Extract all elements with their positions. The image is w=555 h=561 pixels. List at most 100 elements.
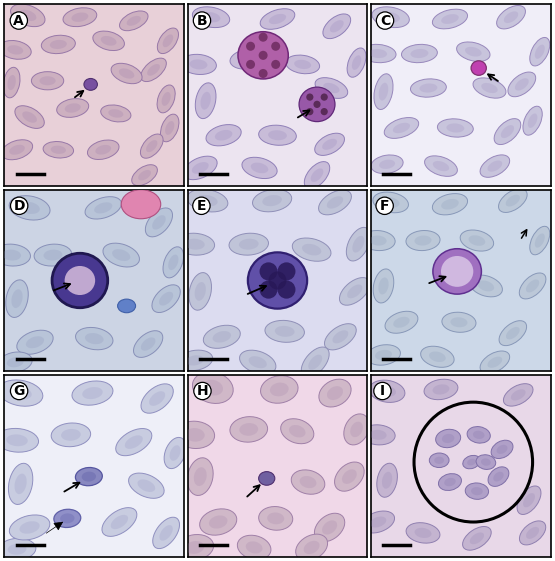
Ellipse shape [19, 202, 40, 214]
Ellipse shape [64, 266, 95, 295]
Ellipse shape [8, 463, 33, 504]
Ellipse shape [163, 247, 184, 278]
Ellipse shape [270, 383, 289, 396]
Ellipse shape [487, 160, 502, 172]
Ellipse shape [2, 140, 33, 160]
Ellipse shape [371, 155, 403, 173]
Ellipse shape [442, 312, 476, 332]
Ellipse shape [32, 72, 64, 90]
Text: F: F [380, 199, 390, 213]
Ellipse shape [379, 278, 388, 295]
Ellipse shape [200, 509, 237, 535]
Ellipse shape [248, 252, 307, 309]
Ellipse shape [321, 94, 328, 101]
Ellipse shape [203, 325, 240, 348]
Ellipse shape [415, 236, 432, 246]
Ellipse shape [145, 208, 173, 237]
Ellipse shape [101, 36, 117, 45]
Ellipse shape [506, 327, 519, 339]
Ellipse shape [84, 79, 98, 90]
Ellipse shape [246, 42, 255, 51]
Ellipse shape [473, 431, 485, 439]
Ellipse shape [498, 188, 527, 213]
Ellipse shape [299, 87, 335, 122]
Ellipse shape [54, 509, 81, 527]
Ellipse shape [372, 7, 410, 27]
Ellipse shape [260, 280, 278, 298]
Ellipse shape [147, 64, 160, 76]
Ellipse shape [488, 467, 509, 486]
Ellipse shape [421, 346, 454, 367]
Ellipse shape [63, 8, 97, 26]
Ellipse shape [141, 337, 155, 351]
Ellipse shape [470, 275, 502, 297]
Ellipse shape [289, 425, 306, 438]
Ellipse shape [523, 493, 535, 507]
Ellipse shape [526, 279, 539, 292]
Ellipse shape [366, 344, 400, 365]
Ellipse shape [201, 12, 220, 22]
Ellipse shape [411, 79, 446, 97]
Ellipse shape [192, 162, 209, 174]
Ellipse shape [504, 11, 518, 23]
Ellipse shape [370, 236, 387, 246]
Ellipse shape [301, 347, 329, 378]
Ellipse shape [352, 236, 364, 252]
Ellipse shape [294, 60, 311, 69]
Ellipse shape [75, 328, 113, 350]
Ellipse shape [308, 355, 322, 370]
Ellipse shape [330, 20, 344, 33]
Ellipse shape [281, 419, 314, 444]
Ellipse shape [470, 532, 484, 544]
Ellipse shape [517, 486, 541, 514]
Ellipse shape [319, 190, 351, 215]
Ellipse shape [239, 238, 259, 250]
Ellipse shape [526, 527, 539, 539]
Ellipse shape [52, 253, 108, 308]
Ellipse shape [7, 357, 24, 367]
Ellipse shape [268, 130, 287, 140]
Ellipse shape [441, 199, 459, 210]
Ellipse shape [462, 527, 491, 550]
Ellipse shape [170, 445, 180, 461]
Ellipse shape [11, 4, 45, 26]
Ellipse shape [327, 386, 343, 400]
Ellipse shape [471, 61, 486, 75]
Ellipse shape [111, 63, 142, 84]
Ellipse shape [467, 459, 476, 466]
Ellipse shape [188, 458, 213, 495]
Text: E: E [196, 199, 206, 213]
Ellipse shape [259, 507, 292, 530]
Ellipse shape [140, 134, 163, 158]
Ellipse shape [43, 250, 62, 260]
Ellipse shape [185, 428, 205, 442]
Ellipse shape [6, 280, 28, 318]
Ellipse shape [473, 78, 506, 98]
Ellipse shape [481, 83, 498, 93]
Ellipse shape [401, 44, 437, 63]
Ellipse shape [119, 11, 148, 31]
Ellipse shape [260, 376, 298, 403]
Ellipse shape [304, 162, 330, 188]
Ellipse shape [100, 105, 131, 122]
Ellipse shape [189, 273, 211, 310]
Ellipse shape [314, 101, 321, 108]
Ellipse shape [460, 230, 493, 251]
Ellipse shape [152, 285, 180, 312]
Ellipse shape [209, 516, 228, 528]
Ellipse shape [112, 249, 130, 261]
Ellipse shape [0, 429, 38, 452]
Ellipse shape [424, 379, 458, 399]
Ellipse shape [239, 423, 258, 436]
Ellipse shape [322, 521, 337, 535]
Ellipse shape [85, 197, 122, 219]
Ellipse shape [65, 103, 80, 113]
Ellipse shape [315, 513, 345, 542]
Ellipse shape [535, 233, 545, 247]
Ellipse shape [259, 69, 268, 78]
Ellipse shape [238, 535, 271, 560]
Ellipse shape [352, 56, 361, 70]
Ellipse shape [471, 487, 483, 495]
Ellipse shape [138, 480, 155, 492]
Ellipse shape [183, 156, 217, 180]
